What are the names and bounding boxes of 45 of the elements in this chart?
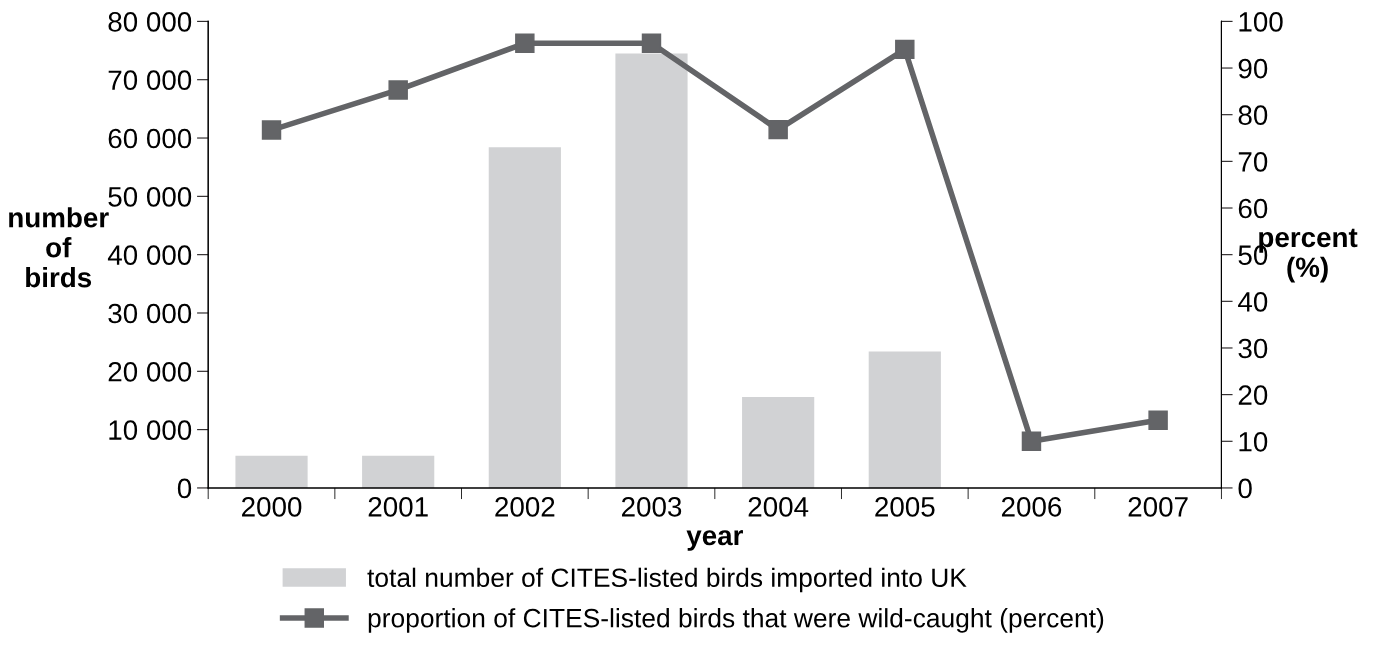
y2-tick-label: 20: [1238, 385, 1268, 405]
y2-tick-label: 90: [1238, 58, 1268, 79]
point: [515, 33, 535, 54]
y-tick-label: 80 000: [108, 12, 192, 32]
y-tick-label: 50 000: [108, 187, 192, 207]
y-tick-label: 60 000: [108, 128, 192, 149]
bar: [362, 455, 435, 488]
x-tick-label: 2007: [1128, 497, 1188, 517]
y2-tick-label: 0: [1238, 478, 1252, 499]
x-axis-title: year: [686, 530, 743, 551]
y-tick-label: 20 000: [108, 361, 192, 382]
y-tick-label: 30 000: [108, 303, 192, 324]
y2-tick-label: 60: [1238, 198, 1268, 219]
point: [261, 120, 282, 140]
legend-label: total number of CITES-listed birds imported into UK: [367, 567, 967, 593]
point: [388, 80, 408, 100]
bar: [615, 53, 688, 488]
point: [768, 119, 788, 140]
point: [641, 33, 662, 54]
y-tick-label: 0: [177, 478, 192, 499]
y-tick-label: 70 000: [108, 70, 192, 91]
x-tick-label: 2001: [368, 497, 428, 517]
bar: [235, 455, 308, 488]
x-tick-label: 2004: [748, 497, 809, 517]
y2-tick-label: 40: [1238, 291, 1268, 312]
y2-tick-label: 80: [1238, 105, 1268, 126]
y-axis-title: number of birds: [9, 207, 109, 288]
y2-tick-label: 70: [1238, 152, 1268, 172]
bar: [742, 396, 815, 488]
y-tick-label: 10 000: [109, 420, 192, 440]
y2-tick-label: 30: [1238, 338, 1268, 359]
x-tick-label: 2005: [875, 497, 935, 517]
legend-label: proportion of CITES-listed birds that were wild-caught (percent): [368, 608, 1104, 633]
bar: [488, 147, 561, 488]
bar: [868, 351, 941, 488]
point: [895, 39, 915, 60]
x-tick-label: 2000: [242, 497, 302, 517]
y2-tick-label: 100: [1239, 12, 1283, 32]
y2-tick-label: 10: [1239, 431, 1268, 452]
x-tick-label: 2006: [1001, 497, 1062, 517]
y-tick-label: 40 000: [107, 245, 192, 265]
x-tick-label: 2002: [495, 497, 555, 517]
x-tick-label: 2003: [622, 497, 682, 517]
point: [1148, 410, 1168, 431]
point: [1021, 431, 1042, 452]
